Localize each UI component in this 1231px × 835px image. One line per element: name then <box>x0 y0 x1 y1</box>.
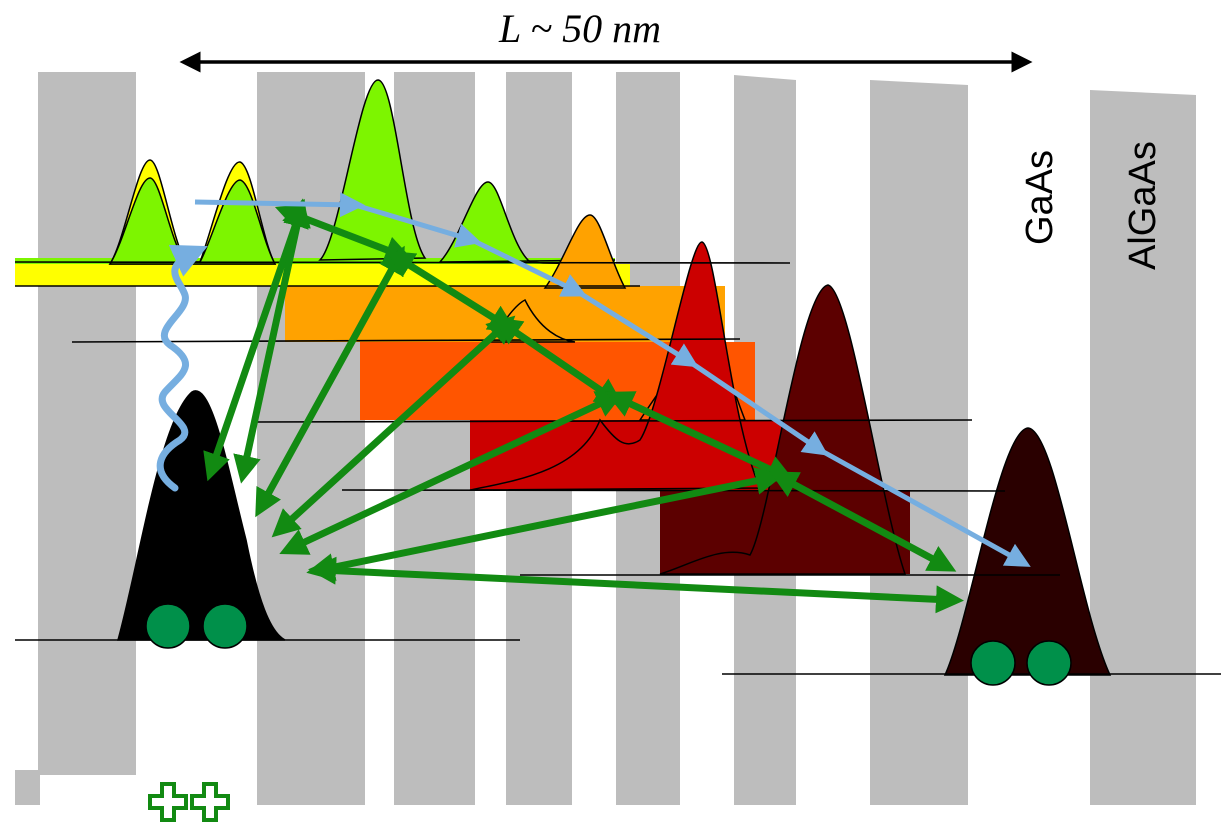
baseline-red <box>341 489 1006 492</box>
wavy-arrow-icon <box>156 244 208 492</box>
relaxation-arrow-1 <box>354 202 482 248</box>
barrier-0 <box>15 770 40 805</box>
carriers-final <box>970 640 1072 686</box>
wavefunction-final <box>943 427 1112 676</box>
circle-icon <box>202 603 248 649</box>
tunnel-arrow-11 <box>769 471 957 572</box>
tunnel-arrow-12 <box>308 556 964 614</box>
relaxation-arrow-top <box>194 192 365 218</box>
tunnel-arrow-7 <box>493 317 624 406</box>
circle-icon <box>1026 640 1072 686</box>
length-label: L ~ 50 nm <box>498 6 661 51</box>
circle-icon <box>145 603 191 649</box>
circle-icon <box>970 640 1016 686</box>
wavefunction-orange <box>543 214 627 289</box>
relaxation-arrow-5 <box>818 447 1031 567</box>
barrier-8 <box>870 80 968 805</box>
relaxation-arrow-4 <box>688 359 829 456</box>
tunnel-arrow-10 <box>306 467 784 581</box>
plus-icon <box>190 782 230 822</box>
barrier-4 <box>394 72 475 805</box>
holes <box>148 782 230 822</box>
carriers-ground <box>145 603 248 649</box>
plus-icon <box>148 782 188 822</box>
algaas-label: AlGaAs <box>1122 141 1164 270</box>
barrier-1 <box>38 72 136 775</box>
tunnel-arrow-9 <box>605 391 795 482</box>
relaxation-arrows <box>194 192 1031 567</box>
tunneling-arrows <box>203 198 964 614</box>
gaas-label: GaAs <box>1019 150 1061 245</box>
relaxation-arrow-3 <box>576 289 699 368</box>
barrier-2 <box>257 72 326 805</box>
relaxation-arrow-2 <box>470 237 587 297</box>
tunnel-arrow-5 <box>386 250 517 333</box>
barrier-9 <box>1090 90 1196 805</box>
